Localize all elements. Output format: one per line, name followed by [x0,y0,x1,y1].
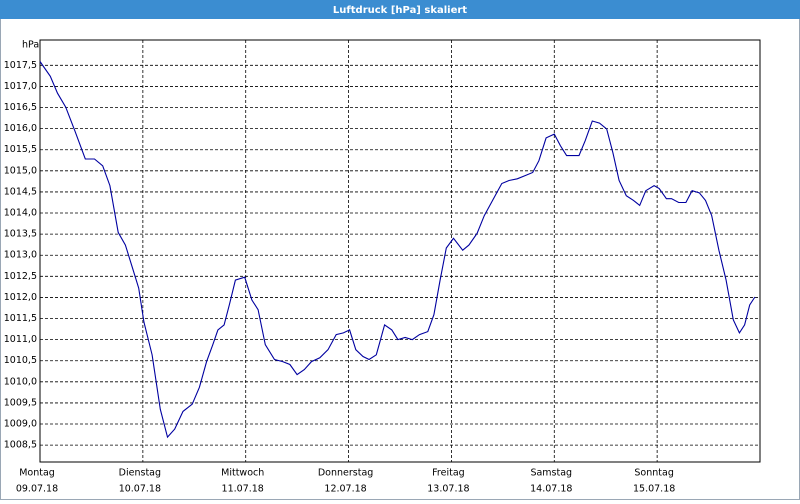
y-tick-label: 1008,5 [4,440,37,451]
y-tick-label: 1016,5 [4,102,37,113]
y-tick-label: 1014,5 [4,186,37,197]
x-tick-label: Sonntag [634,468,673,479]
y-tick-label: 1012,5 [4,271,37,282]
y-tick-label: 1009,0 [4,419,37,430]
x-tick-date: 11.07.18 [222,484,264,495]
x-tick-date: 09.07.18 [16,484,58,495]
x-tick-date: 13.07.18 [427,484,469,495]
y-tick-label: 1017,0 [4,81,37,92]
y-tick-label: 1011,0 [4,334,37,345]
x-tick-date: 15.07.18 [633,484,675,495]
y-tick-label: 1010,0 [4,376,37,387]
x-tick-date: 12.07.18 [324,484,366,495]
y-tick-label: 1011,5 [4,313,37,324]
x-tick-label: Montag [19,468,55,479]
y-tick-label: 1016,0 [4,123,37,134]
y-tick-label: 1015,5 [4,144,37,155]
x-tick-date: 14.07.18 [530,484,572,495]
y-tick-label: 1017,5 [4,60,37,71]
y-unit: hPa [22,40,39,51]
y-tick-label: 1009,5 [4,397,37,408]
y-tick-label: 1013,0 [4,250,37,261]
y-tick-label: 1015,0 [4,165,37,176]
data-line [39,61,756,439]
x-tick-date: 10.07.18 [119,484,161,495]
x-tick-label: Dienstag [119,468,161,479]
x-tick-label: Mittwoch [221,468,264,479]
y-tick-label: 1010,5 [4,355,37,366]
x-tick-label: Freitag [432,468,465,479]
y-tick-label: 1012,0 [4,292,37,303]
x-tick-label: Samstag [530,468,572,479]
chart-title: Luftdruck [hPa] skaliert [333,5,467,16]
y-tick-label: 1014,0 [4,208,37,219]
x-tick-label: Donnerstag [318,468,373,479]
title-bar [0,0,800,19]
y-tick-label: 1013,5 [4,229,37,240]
